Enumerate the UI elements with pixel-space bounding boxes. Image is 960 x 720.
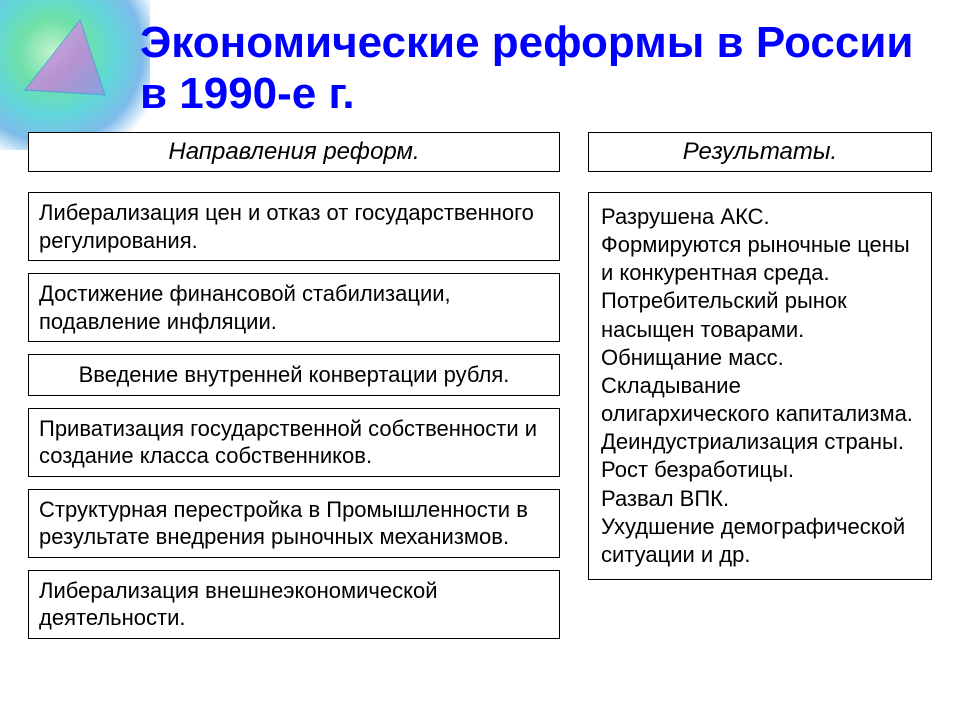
direction-item: Либерализация внешнеэкономической деятел… [28, 570, 560, 639]
direction-item: Приватизация государственной собственнос… [28, 408, 560, 477]
directions-column: Направления реформ. Либерализация цен и … [28, 132, 560, 651]
directions-header: Направления реформ. [28, 132, 560, 172]
corner-decoration [0, 0, 150, 150]
direction-item: Достижение финансовой стабилизации, пода… [28, 273, 560, 342]
content-area: Направления реформ. Либерализация цен и … [28, 132, 932, 651]
results-body: Разрушена АКС. Формируются рыночные цены… [588, 192, 932, 580]
direction-item: Либерализация цен и отказ от государстве… [28, 192, 560, 261]
direction-item: Введение внутренней конвертации рубля. [28, 354, 560, 396]
direction-item: Структурная перестройка в Промышленности… [28, 489, 560, 558]
results-column: Результаты. Разрушена АКС. Формируются р… [588, 132, 932, 651]
slide-title: Экономические реформы в России в 1990-е … [140, 18, 920, 119]
results-header: Результаты. [588, 132, 932, 172]
